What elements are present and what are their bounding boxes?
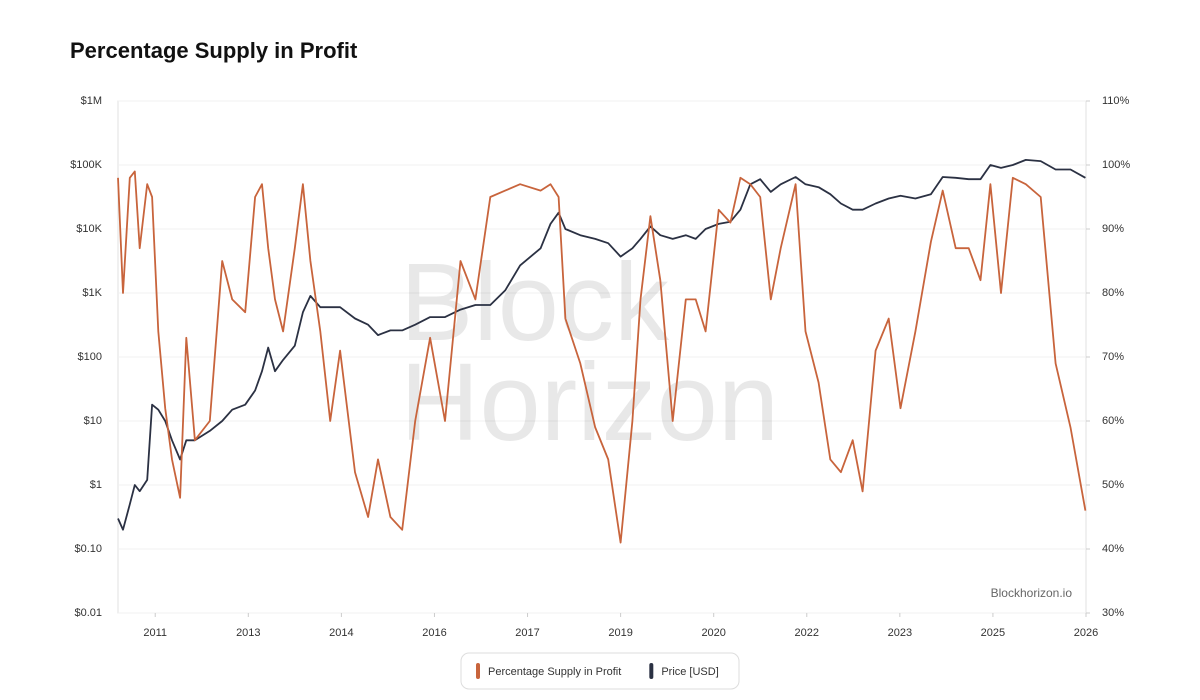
x-tick-label: 2019: [608, 627, 632, 639]
y-tick-label: $0.10: [74, 543, 102, 555]
legend-label: Percentage Supply in Profit: [488, 666, 621, 678]
legend-box: [460, 652, 740, 690]
x-tick-label: 2014: [329, 627, 353, 639]
credit: Blockhorizon.io: [991, 586, 1073, 600]
legend-swatch: [649, 663, 654, 679]
x-tick-label: 2017: [515, 627, 539, 639]
y2-tick-label: 110%: [1102, 95, 1130, 107]
series-line: [117, 170, 1087, 544]
y2-tick-label: 100%: [1102, 159, 1130, 171]
y2-tick-label: 50%: [1102, 479, 1124, 491]
legend-label: Price [USD]: [661, 666, 718, 678]
chart-title: Percentage Supply in Profit: [70, 38, 358, 63]
x-tick-label: 2016: [422, 627, 446, 639]
y2-tick-label: 80%: [1102, 287, 1124, 299]
x-tick-label: 2026: [1074, 627, 1098, 639]
x-tick-label: 2013: [236, 627, 260, 639]
y-tick-label: $1K: [82, 287, 102, 299]
y-tick-label: $1: [90, 479, 102, 491]
y-tick-label: $10: [84, 415, 102, 427]
x-tick-label: 2020: [701, 627, 725, 639]
y2-tick-label: 90%: [1102, 223, 1124, 235]
x-tick-label: 2022: [795, 627, 819, 639]
y2-tick-label: 60%: [1102, 415, 1124, 427]
y2-tick-label: 30%: [1102, 607, 1124, 619]
series-line: [117, 159, 1086, 531]
y-tick-label: $10K: [76, 223, 102, 235]
y2-tick-label: 70%: [1102, 351, 1124, 363]
legend-swatch: [476, 663, 480, 679]
x-tick-label: 2011: [143, 627, 167, 639]
legend: Percentage Supply in Profit Price [USD]: [476, 663, 719, 679]
y-tick-label: $0.01: [74, 607, 102, 619]
watermark: Block: [400, 241, 670, 364]
y-tick-label: $100K: [70, 159, 102, 171]
y2-tick-label: 40%: [1102, 543, 1124, 555]
y-tick-label: $1M: [81, 95, 102, 107]
y-tick-label: $100: [78, 351, 102, 363]
x-tick-label: 2025: [981, 627, 1005, 639]
x-tick-label: 2023: [888, 627, 912, 639]
